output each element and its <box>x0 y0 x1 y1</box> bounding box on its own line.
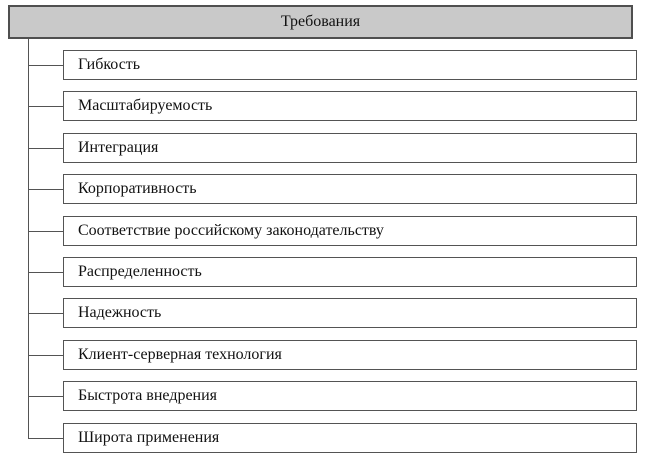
tree-node-label: Быстрота внедрения <box>78 387 218 405</box>
connector-horizontal-line <box>28 437 63 439</box>
connector-horizontal-line <box>28 65 63 66</box>
tree-node-label: Клиент-серверная технология <box>78 345 282 363</box>
tree-node: Надежность <box>28 298 637 329</box>
tree-node-label: Масштабируемость <box>78 97 213 115</box>
tree-node: Широта применения <box>28 422 637 453</box>
diagram-root-node: Требования <box>8 5 633 39</box>
tree-node: Интеграция <box>28 132 637 163</box>
connector-horizontal-line <box>28 147 63 149</box>
diagram-items-column: Гибкость Масштабируемость Интеграция Кор… <box>28 50 637 453</box>
connector-horizontal-line <box>28 230 63 232</box>
tree-node: Масштабируемость <box>28 91 637 122</box>
tree-node-label: Гибкость <box>78 56 141 73</box>
tree-node-label: Соответствие российскому законодательств… <box>78 221 384 239</box>
tree-node: Быстрота внедрения <box>28 381 637 412</box>
connector-horizontal-line <box>28 189 63 191</box>
tree-node: Распределенность <box>28 256 637 287</box>
diagram-root-label: Требования <box>280 13 361 30</box>
tree-node: Клиент-серверная технология <box>28 339 637 370</box>
tree-node-label: Интеграция <box>78 138 159 156</box>
connector-horizontal-line <box>28 313 63 315</box>
tree-node: Корпоративность <box>28 174 637 205</box>
connector-horizontal-line <box>28 271 63 273</box>
tree-node-label: Корпоративность <box>78 180 197 198</box>
tree-node-label: Широта применения <box>78 428 220 446</box>
tree-node-label: Надежность <box>78 304 162 322</box>
connector-vertical-line <box>28 39 29 438</box>
connector-horizontal-line <box>28 354 63 356</box>
tree-node: Гибкость <box>28 50 637 80</box>
tree-node: Соответствие российскому законодательств… <box>28 215 637 246</box>
connector-horizontal-line <box>28 396 63 398</box>
tree-node-label: Распределенность <box>78 262 202 280</box>
connector-horizontal-line <box>28 106 63 108</box>
